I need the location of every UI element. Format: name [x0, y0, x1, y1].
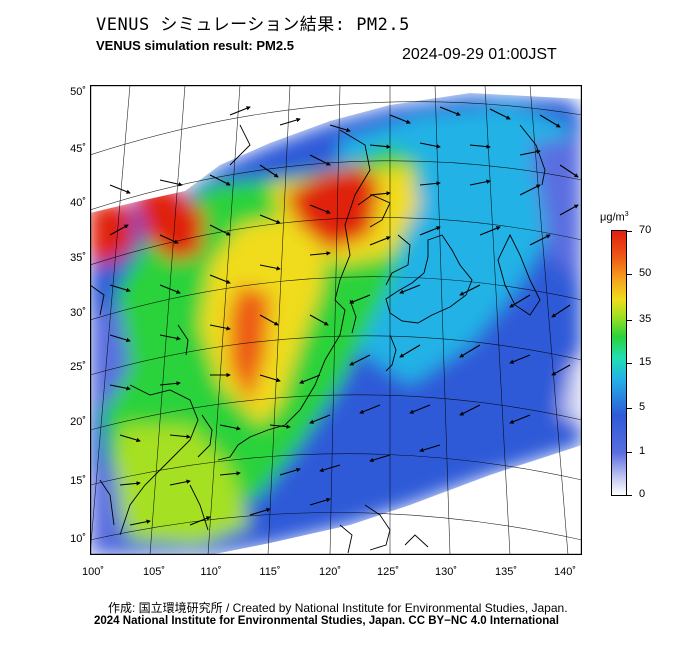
colorbar-tickmark-1	[627, 452, 632, 453]
colorbar-tick-5: 5	[639, 401, 646, 413]
credit-line-1: 作成: 国立環境研究所 / Created by National Instit…	[108, 601, 568, 615]
colorbar-tickmark-70	[627, 231, 632, 232]
lon-label-120: 120˚	[318, 566, 342, 578]
credit-line-2: 2024 National Institute for Environmenta…	[94, 615, 559, 627]
colorbar-tickmark-0	[627, 495, 632, 496]
lat-label-20: 20˚	[70, 416, 86, 428]
lon-label-110: 110˚	[200, 566, 222, 578]
coastlines	[90, 124, 546, 554]
pm25-map-svg	[89, 84, 583, 556]
domain-mask-top	[90, 85, 582, 213]
lon-label-100: 100˚	[81, 566, 105, 578]
wind-vectors	[109, 106, 579, 526]
lon-label-135: 135˚	[494, 566, 518, 578]
lon-label-115: 115˚	[259, 566, 281, 578]
colorbar-tick-1: 1	[639, 445, 646, 457]
lon-label-140: 140˚	[553, 566, 577, 578]
colorbar-tick-50: 50	[639, 267, 652, 279]
colorbar-tick-35: 35	[639, 313, 652, 325]
lon-label-125: 125˚	[376, 566, 400, 578]
lat-label-25: 25˚	[70, 361, 86, 373]
colorbar	[611, 230, 627, 496]
colorbar-tick-0: 0	[639, 488, 646, 500]
title-japanese: VENUS シミュレーション結果: PM2.5	[96, 15, 410, 35]
pm25-map	[89, 84, 583, 556]
colorbar-unit: μg/m3	[600, 211, 629, 224]
lat-label-50: 50˚	[70, 86, 86, 98]
colorbar-tickmark-50	[627, 274, 632, 275]
colorbar-unit-superscript: 3	[624, 211, 629, 218]
domain-mask-bottom	[90, 445, 582, 555]
lon-label-105: 105˚	[142, 566, 166, 578]
lat-label-10: 10˚	[70, 533, 86, 545]
colorbar-unit-text: μg/m	[600, 211, 625, 224]
lat-label-35: 35˚	[70, 252, 86, 264]
map-border	[89, 84, 583, 556]
colorbar-tickmark-15	[627, 363, 632, 364]
forecast-timestamp: 2024-09-29 01:00JST	[402, 46, 557, 63]
colorbar-tickmark-5	[627, 408, 632, 409]
lat-label-30: 30˚	[70, 307, 86, 319]
lat-label-40: 40˚	[70, 197, 86, 209]
colorbar-tick-70: 70	[639, 224, 652, 236]
graticule	[90, 85, 582, 555]
lat-label-15: 15˚	[70, 475, 86, 487]
title-english: VENUS simulation result: PM2.5	[96, 38, 294, 53]
colorbar-tick-15: 15	[639, 356, 652, 368]
lat-label-45: 45˚	[70, 143, 86, 155]
lon-label-130: 130˚	[434, 566, 458, 578]
colorbar-tickmark-35	[627, 320, 632, 321]
